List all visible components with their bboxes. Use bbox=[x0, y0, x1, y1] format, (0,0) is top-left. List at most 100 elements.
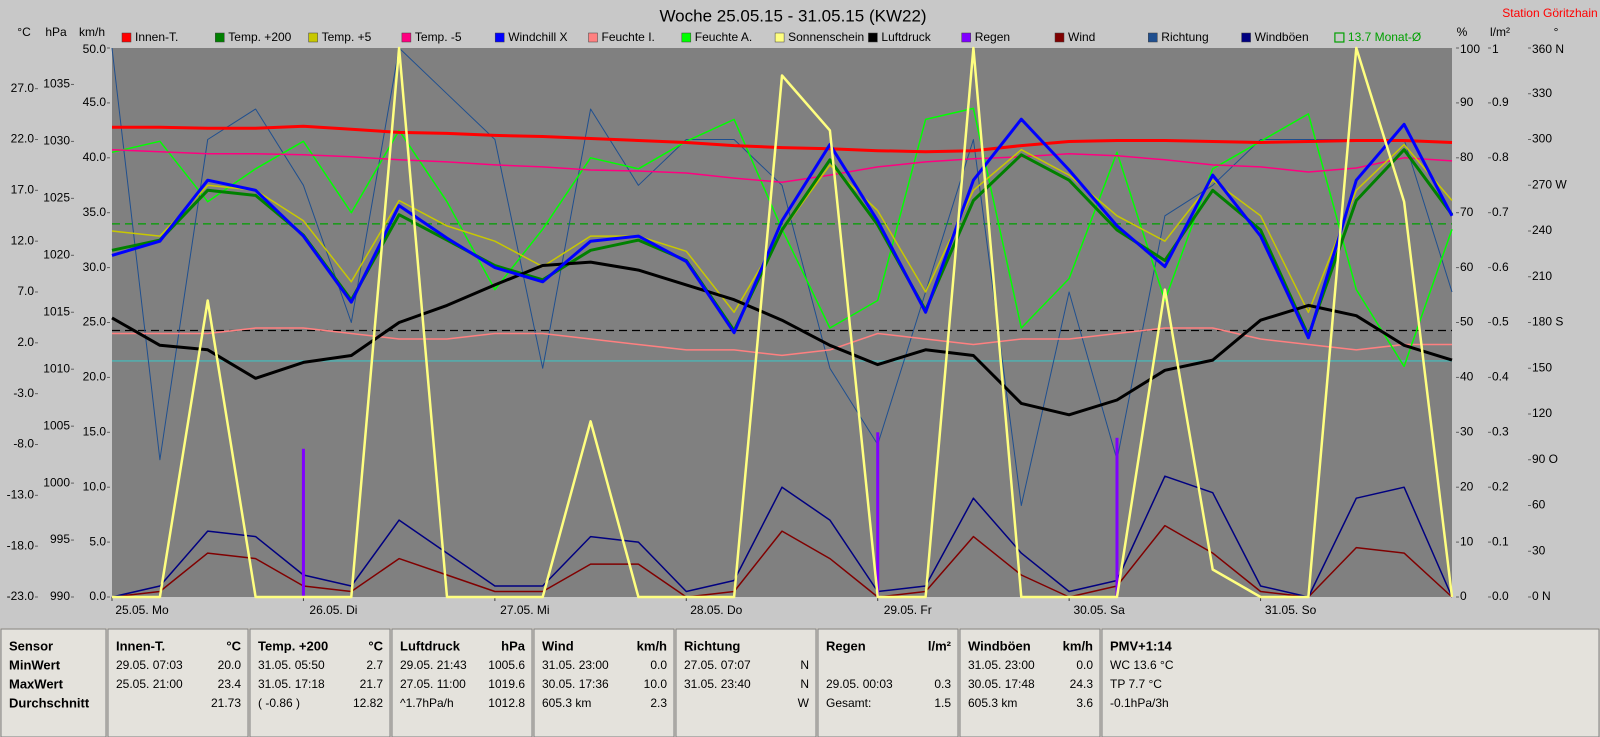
legend-label: Windchill X bbox=[508, 30, 567, 44]
table-cell-text: 10.0 bbox=[644, 677, 668, 691]
legend-label: Feuchte A. bbox=[695, 30, 752, 44]
x-tick-label: 30.05. Sa bbox=[1073, 603, 1125, 617]
table-cell-text: Durchschnitt bbox=[9, 695, 90, 710]
table-cell bbox=[533, 628, 675, 737]
table-cell-text: 1005.6 bbox=[488, 658, 525, 672]
legend-label: Wind bbox=[1068, 30, 1095, 44]
y-tick-label: 995 bbox=[50, 532, 70, 546]
legend-label: Temp. +200 bbox=[228, 30, 291, 44]
y-tick-label: 1000 bbox=[43, 475, 70, 489]
table-cell-text: -0.1hPa/3h bbox=[1110, 696, 1169, 710]
x-tick-label: 29.05. Fr bbox=[884, 603, 932, 617]
y-tick-label: 80 bbox=[1460, 150, 1474, 164]
legend-label: Temp. +5 bbox=[322, 30, 372, 44]
y-tick-label: 22.0 bbox=[11, 132, 35, 146]
x-tick-label: 26.05. Di bbox=[309, 603, 357, 617]
table-header: Innen-T. bbox=[116, 638, 165, 653]
chart-title: Woche 25.05.15 - 31.05.15 (KW22) bbox=[659, 6, 926, 25]
x-tick-label: 31.05. So bbox=[1265, 603, 1317, 617]
table-cell bbox=[0, 628, 107, 737]
y-tick-label: 1010 bbox=[43, 361, 70, 375]
table-cell-text: W bbox=[798, 696, 810, 710]
table-cell-text: 1019.6 bbox=[488, 677, 525, 691]
y-tick-label: 5.0 bbox=[89, 534, 106, 548]
table-cell bbox=[391, 628, 533, 737]
y-tick-label: 270 W bbox=[1532, 177, 1567, 191]
y-tick-label: 50 bbox=[1460, 315, 1474, 329]
legend-label: Richtung bbox=[1161, 30, 1208, 44]
table-cell-text: 24.3 bbox=[1070, 677, 1094, 691]
table-cell-text: 605.3 km bbox=[968, 696, 1017, 710]
table-cell-text: 21.7 bbox=[360, 677, 384, 691]
y-tick-label: 330 bbox=[1532, 86, 1552, 100]
x-tick-label: 28.05. Do bbox=[690, 603, 742, 617]
legend-swatch bbox=[494, 32, 505, 43]
y-tick-label: 0.7 bbox=[1492, 205, 1509, 219]
y-tick-label: 17.0 bbox=[11, 183, 35, 197]
y-tick-label: 150 bbox=[1532, 360, 1552, 374]
table-cell-text: 21.73 bbox=[211, 696, 241, 710]
x-tick-label: 27.05. Mi bbox=[500, 603, 549, 617]
table-cell-text: Gesamt: bbox=[826, 696, 871, 710]
table-cell-text: 0.3 bbox=[934, 677, 951, 691]
table-cell-text: MinWert bbox=[9, 657, 61, 672]
series-line bbox=[111, 524, 1453, 598]
legend-label: 13.7 Monat-Ø bbox=[1348, 30, 1421, 44]
legend-swatch bbox=[1241, 32, 1251, 43]
table-cell bbox=[107, 628, 249, 737]
series-line bbox=[112, 46, 1454, 599]
table-cell bbox=[959, 628, 1101, 737]
rain-bar bbox=[876, 432, 880, 597]
legend-swatch bbox=[1054, 32, 1065, 43]
y-tick-label: 0.5 bbox=[1492, 315, 1509, 329]
y-tick-label: 2.0 bbox=[17, 335, 34, 349]
table-cell-text: 1012.8 bbox=[488, 696, 525, 710]
y-tick-label: 0.0 bbox=[1492, 589, 1509, 603]
legend-label: Innen-T. bbox=[135, 30, 178, 44]
legend-swatch bbox=[681, 32, 692, 43]
table-header: Luftdruck bbox=[400, 638, 461, 653]
y-tick-label: 60 bbox=[1532, 498, 1546, 512]
table-header: l/m² bbox=[928, 638, 952, 653]
table-cell-text: 30.05. 17:36 bbox=[542, 677, 609, 691]
table-header: °C bbox=[368, 638, 383, 653]
axis-title: km/h bbox=[79, 25, 105, 39]
table-header: °C bbox=[226, 638, 241, 653]
table-cell-text: 23.4 bbox=[218, 677, 242, 691]
table-cell bbox=[1101, 628, 1600, 737]
table-cell-text: ^1.7hPa/h bbox=[400, 696, 454, 710]
y-tick-label: -23.0 bbox=[7, 589, 35, 603]
y-tick-label: 1030 bbox=[43, 134, 70, 148]
table-cell-text: N bbox=[800, 658, 809, 672]
legend-label: Feuchte I. bbox=[602, 30, 655, 44]
series-line bbox=[111, 148, 1453, 183]
y-tick-label: -8.0 bbox=[13, 437, 34, 451]
y-tick-label: 50.0 bbox=[83, 42, 107, 56]
y-tick-label: 1005 bbox=[43, 418, 70, 432]
legend-swatch bbox=[868, 32, 878, 43]
legend-swatch bbox=[308, 32, 318, 43]
y-tick-label: 90 bbox=[1460, 95, 1474, 109]
y-tick-label: 30 bbox=[1460, 424, 1474, 438]
y-tick-label: 1 bbox=[1492, 42, 1499, 56]
y-tick-label: 20 bbox=[1460, 479, 1474, 493]
y-tick-label: 210 bbox=[1532, 269, 1552, 283]
axis-title: °C bbox=[17, 25, 31, 39]
y-tick-label: 1015 bbox=[43, 304, 70, 318]
y-tick-label: 45.0 bbox=[83, 95, 107, 109]
y-tick-label: 300 bbox=[1532, 132, 1552, 146]
table-cell-text: N bbox=[800, 677, 809, 691]
rain-bar bbox=[1115, 437, 1119, 597]
table-cell-text: 0.0 bbox=[1076, 658, 1093, 672]
y-tick-label: 120 bbox=[1532, 406, 1552, 420]
table-cell-text: 31.05. 23:00 bbox=[542, 658, 609, 672]
axis-title: ° bbox=[1554, 25, 1559, 39]
y-tick-label: 0.4 bbox=[1492, 370, 1509, 384]
y-tick-label: 10 bbox=[1460, 534, 1474, 548]
table-cell-text: 25.05. 21:00 bbox=[116, 677, 183, 691]
table-cell-text: 2.3 bbox=[650, 696, 667, 710]
table-cell-text: 31.05. 23:00 bbox=[968, 658, 1035, 672]
table-cell-text: WC 13.6 °C bbox=[1110, 658, 1174, 672]
rain-bar bbox=[301, 448, 305, 597]
